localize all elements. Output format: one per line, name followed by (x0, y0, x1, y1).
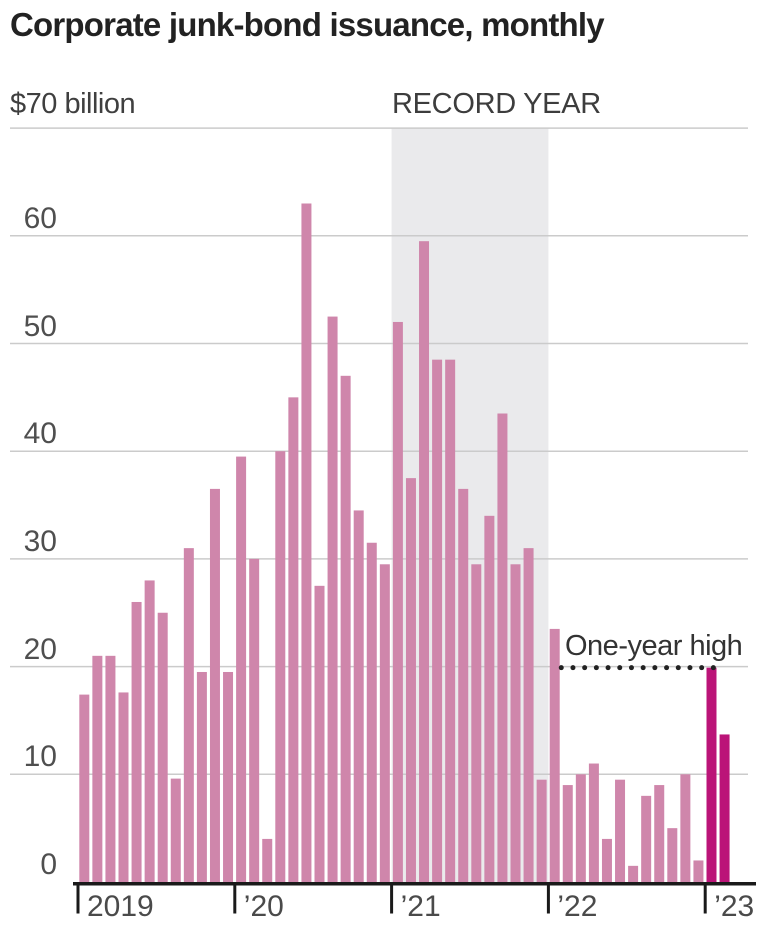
bar (497, 413, 508, 882)
bar-highlighted (706, 667, 717, 882)
bar (628, 865, 639, 882)
bar (445, 359, 456, 882)
bar (536, 779, 547, 882)
x-tick-label: ’23 (714, 890, 755, 923)
bar (575, 774, 586, 882)
bar (405, 478, 416, 882)
bar (209, 488, 220, 882)
bar (340, 375, 351, 882)
bar (353, 510, 364, 882)
bar (183, 548, 194, 882)
bar (641, 795, 652, 882)
y-tick-label: 40 (23, 417, 57, 451)
bar (366, 542, 377, 882)
one-year-high-label: One-year high (565, 630, 743, 662)
bar (419, 241, 430, 882)
bar (667, 828, 678, 882)
y-axis-unit-label: $70 billion (10, 88, 136, 120)
bar (275, 451, 286, 882)
bar (601, 838, 612, 882)
x-tick-label: ’20 (243, 890, 284, 923)
bar (249, 558, 260, 882)
bar (262, 838, 273, 882)
bar (458, 488, 469, 882)
x-tick-label: ’21 (400, 890, 441, 923)
bar (379, 564, 390, 882)
bar (223, 671, 234, 882)
record-year-label: RECORD YEAR (392, 88, 601, 120)
y-tick-label: 10 (23, 740, 57, 774)
bar (484, 515, 495, 882)
bar (288, 397, 299, 882)
bar (562, 785, 573, 882)
bar (510, 564, 521, 882)
bar (615, 779, 626, 882)
bar (327, 316, 338, 882)
bar (236, 456, 247, 882)
bar (301, 203, 312, 883)
bar (693, 860, 704, 882)
bar (471, 564, 482, 882)
bar (131, 601, 142, 882)
bar (549, 628, 560, 882)
bar (144, 580, 155, 882)
bar (432, 359, 443, 882)
bar (105, 655, 116, 882)
bar-highlighted (719, 734, 730, 882)
bar (314, 585, 325, 882)
bar (588, 763, 599, 882)
y-tick-label: 0 (40, 848, 57, 881)
chart-title: Corporate junk-bond issuance, monthly (10, 6, 605, 43)
y-tick-label: 60 (23, 201, 57, 235)
y-tick-label: 30 (23, 524, 57, 558)
bar (79, 694, 90, 882)
bar (654, 785, 665, 882)
bar (680, 774, 691, 882)
bar (196, 671, 207, 882)
bar (118, 692, 129, 882)
record-year-band (391, 128, 549, 883)
bar (392, 321, 403, 883)
y-tick-label: 20 (23, 632, 57, 666)
bar (523, 548, 534, 882)
x-tick-label: ’22 (557, 890, 598, 923)
x-tick-label: 2019 (87, 890, 154, 923)
bar (92, 655, 103, 882)
bar (157, 612, 168, 882)
y-tick-label: 50 (23, 309, 57, 343)
bar (170, 778, 181, 882)
